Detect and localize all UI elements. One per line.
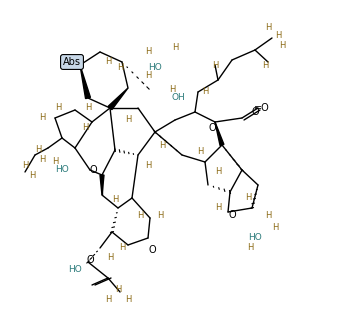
Text: H: H: [35, 145, 41, 155]
Text: H: H: [107, 253, 113, 262]
Text: H: H: [137, 210, 143, 219]
Text: O: O: [148, 245, 156, 255]
Text: H: H: [172, 43, 178, 52]
Text: OH: OH: [171, 93, 185, 102]
Text: HO: HO: [68, 265, 82, 275]
Text: HO: HO: [148, 64, 162, 73]
Text: H: H: [85, 103, 91, 113]
Text: H: H: [265, 24, 271, 33]
Text: H: H: [215, 168, 221, 176]
Text: H: H: [169, 85, 175, 94]
Text: O: O: [228, 210, 236, 220]
Text: H: H: [265, 210, 271, 219]
Text: H: H: [117, 64, 123, 73]
Text: O: O: [208, 123, 216, 133]
Text: H: H: [125, 295, 131, 304]
Text: HO: HO: [55, 166, 69, 174]
Text: H: H: [29, 170, 35, 179]
Text: HO: HO: [248, 234, 262, 243]
Text: O: O: [251, 107, 259, 117]
Text: H: H: [202, 87, 208, 96]
Text: H: H: [275, 31, 281, 40]
Text: O: O: [89, 165, 97, 175]
Text: H: H: [272, 223, 278, 233]
Text: H: H: [145, 47, 151, 56]
Polygon shape: [215, 122, 224, 145]
Text: H: H: [82, 124, 88, 132]
Text: H: H: [115, 286, 121, 294]
Text: H: H: [125, 116, 131, 125]
Text: H: H: [55, 103, 61, 113]
Text: H: H: [145, 161, 151, 169]
Polygon shape: [80, 65, 90, 98]
Text: H: H: [52, 158, 58, 167]
Text: H: H: [105, 295, 111, 304]
Polygon shape: [108, 88, 128, 110]
Text: H: H: [197, 148, 203, 157]
Polygon shape: [100, 175, 104, 195]
Text: H: H: [22, 161, 28, 169]
Text: =O: =O: [254, 103, 270, 113]
Text: H: H: [247, 244, 253, 252]
Text: H: H: [262, 60, 268, 70]
Text: H: H: [215, 204, 221, 212]
Text: H: H: [212, 60, 218, 70]
Text: H: H: [245, 194, 251, 203]
Text: H: H: [157, 210, 163, 219]
Text: H: H: [39, 114, 45, 123]
Text: H: H: [112, 196, 118, 205]
Text: H: H: [105, 57, 111, 67]
Text: Abs: Abs: [63, 57, 81, 67]
Text: H: H: [145, 71, 151, 80]
Text: H: H: [159, 140, 165, 150]
Text: O: O: [86, 255, 94, 265]
Text: H: H: [119, 244, 125, 252]
Text: H: H: [279, 41, 285, 49]
Text: H: H: [39, 156, 45, 165]
